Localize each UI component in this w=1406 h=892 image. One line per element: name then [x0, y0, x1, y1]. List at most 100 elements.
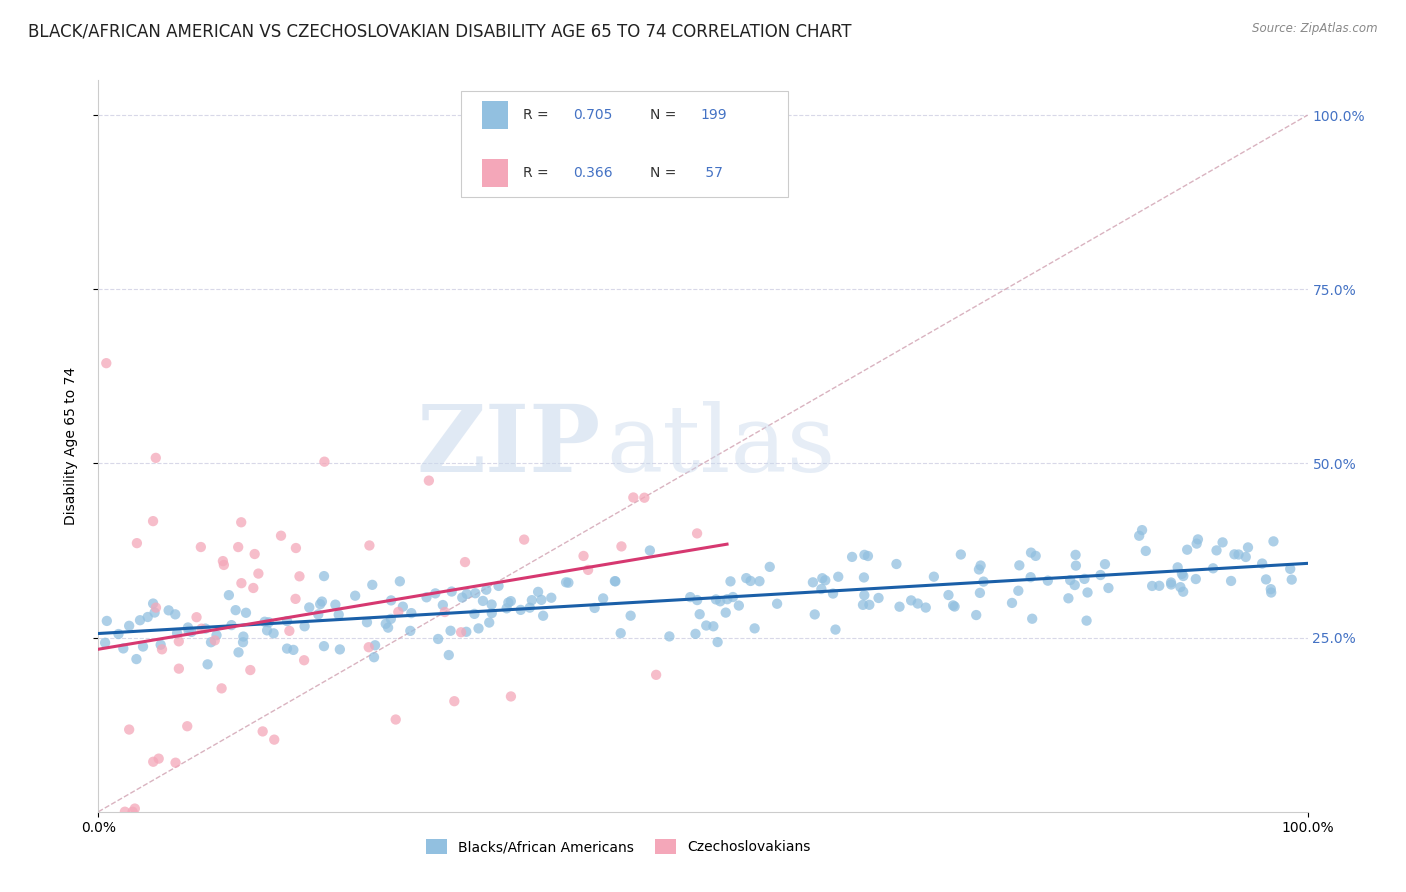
Point: [603, 574, 626, 588]
Text: N =: N =: [650, 109, 681, 122]
Point: [311, 594, 333, 608]
Point: [488, 579, 510, 593]
Point: [1019, 546, 1042, 560]
Point: [467, 621, 489, 635]
Point: [1140, 579, 1163, 593]
Point: [1170, 580, 1192, 594]
Point: [1185, 572, 1208, 586]
Point: [610, 540, 633, 554]
Point: [1057, 591, 1080, 606]
Point: [125, 652, 148, 666]
Point: [190, 622, 212, 636]
Point: [949, 548, 972, 562]
FancyBboxPatch shape: [482, 160, 509, 187]
Point: [686, 526, 709, 541]
Point: [325, 598, 347, 612]
Point: [721, 590, 744, 604]
Point: [1160, 577, 1182, 591]
Point: [226, 540, 249, 554]
Point: [252, 724, 274, 739]
Point: [399, 624, 422, 638]
Point: [112, 641, 135, 656]
Point: [1135, 544, 1157, 558]
Text: R =: R =: [523, 166, 553, 180]
Point: [142, 755, 165, 769]
Point: [1036, 574, 1059, 588]
Point: [858, 598, 880, 612]
Point: [180, 624, 202, 639]
Point: [621, 491, 644, 505]
Point: [200, 635, 222, 649]
Point: [228, 645, 250, 659]
Text: R =: R =: [523, 109, 553, 122]
Point: [1094, 557, 1116, 571]
Point: [437, 648, 460, 662]
Point: [221, 618, 243, 632]
Point: [1281, 573, 1303, 587]
Point: [821, 586, 844, 600]
Point: [1220, 574, 1243, 588]
Point: [1059, 573, 1081, 587]
Point: [685, 627, 707, 641]
Point: [1173, 569, 1195, 583]
Point: [456, 587, 478, 601]
Point: [638, 543, 661, 558]
Point: [1073, 572, 1095, 586]
Point: [142, 597, 165, 611]
Point: [572, 549, 595, 563]
Point: [1175, 542, 1198, 557]
Point: [814, 574, 837, 588]
Point: [965, 608, 987, 623]
Point: [94, 636, 117, 650]
Point: [967, 562, 990, 576]
Point: [706, 635, 728, 649]
Point: [142, 514, 165, 528]
Point: [605, 574, 627, 589]
Point: [288, 569, 311, 583]
Point: [1128, 529, 1150, 543]
Point: [720, 574, 742, 589]
Point: [232, 630, 254, 644]
Point: [359, 539, 381, 553]
Point: [658, 629, 681, 643]
Text: Source: ZipAtlas.com: Source: ZipAtlas.com: [1253, 22, 1378, 36]
Point: [922, 570, 945, 584]
Point: [943, 599, 966, 614]
Point: [456, 624, 478, 639]
Point: [557, 575, 579, 590]
Point: [609, 626, 631, 640]
Point: [276, 641, 298, 656]
Point: [177, 624, 200, 638]
Point: [1251, 557, 1274, 571]
Point: [263, 732, 285, 747]
Point: [186, 610, 208, 624]
Text: 199: 199: [700, 109, 727, 122]
Point: [471, 594, 494, 608]
Point: [427, 632, 450, 646]
Point: [298, 600, 321, 615]
Point: [1167, 560, 1189, 574]
Point: [145, 600, 167, 615]
Point: [190, 540, 212, 554]
Point: [942, 599, 965, 613]
Point: [499, 594, 522, 608]
Point: [1279, 562, 1302, 576]
Point: [853, 588, 876, 602]
Point: [824, 623, 846, 637]
Point: [714, 606, 737, 620]
Point: [197, 657, 219, 672]
Point: [1008, 558, 1031, 573]
Point: [1254, 573, 1277, 587]
Point: [464, 586, 486, 600]
Point: [702, 619, 724, 633]
Point: [212, 554, 235, 568]
Point: [645, 668, 668, 682]
Point: [592, 591, 614, 606]
Point: [377, 621, 399, 635]
Point: [364, 638, 387, 652]
Point: [392, 599, 415, 614]
Point: [695, 618, 717, 632]
Point: [107, 627, 129, 641]
Point: [212, 558, 235, 572]
Point: [463, 607, 485, 621]
